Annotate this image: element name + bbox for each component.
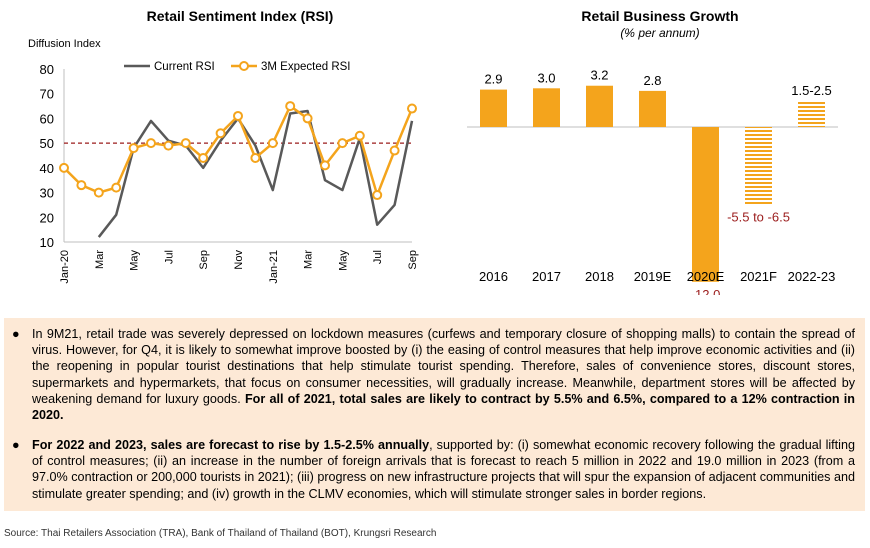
x-tick-label: May (337, 250, 349, 271)
legend-current-label: Current RSI (154, 61, 215, 73)
expected-rsi-point (320, 160, 330, 171)
expected-rsi-point (285, 101, 296, 112)
x-tick-label: May (129, 250, 141, 271)
bar-data-label: -12.0 (691, 287, 721, 295)
x-tick-label: Mar (303, 250, 315, 269)
bar-data-label: 3.2 (590, 70, 608, 83)
expected-rsi-point (389, 145, 400, 156)
note-2-bold: For 2022 and 2023, sales are forecast to… (32, 438, 430, 452)
category-label: 2017 (532, 269, 561, 284)
bullet-icon: ● (12, 327, 20, 341)
note-1: ● In 9M21, retail trade was severely dep… (12, 326, 855, 423)
note-1-text: In 9M21, retail trade was severely depre… (32, 327, 855, 406)
x-tick-label: Jul (372, 250, 384, 264)
y-tick-label: 40 (40, 161, 54, 176)
commentary-panel: ● In 9M21, retail trade was severely dep… (4, 318, 865, 511)
y-tick-label: 70 (40, 87, 54, 102)
bar (480, 89, 507, 127)
y-tick-label: 30 (40, 186, 54, 201)
bullet-icon: ● (12, 438, 20, 452)
category-label: 2022-23 (788, 269, 836, 284)
bar (692, 127, 719, 282)
note-1-bold: For all of 2021, total sales are likely … (32, 391, 855, 423)
y-tick-label: 60 (40, 111, 54, 126)
source-note: Source: Thai Retailers Association (TRA)… (4, 528, 437, 539)
y-tick-label: 80 (40, 62, 54, 77)
expected-rsi-point (372, 190, 383, 201)
expected-rsi-point (267, 138, 278, 149)
bar (745, 127, 772, 205)
bar (798, 101, 825, 127)
expected-rsi-point (250, 152, 261, 163)
expected-rsi-point (93, 187, 104, 198)
category-label: 2016 (479, 269, 508, 284)
expected-rsi-point (302, 113, 313, 124)
x-tick-label: Nov (233, 250, 245, 270)
expected-rsi-point (354, 130, 365, 141)
rsi-chart: 10 20 30 40 50 60 70 80 Jan-20 Mar May Jul Sep Nov Jan… (40, 61, 419, 284)
x-tick-label: Jan-21 (268, 250, 280, 284)
growth-chart: 2.9 2016 3.0 2017 3.2 2018 2.8 2019E -12.0 2020E -… (467, 70, 838, 295)
expected-rsi-point (337, 138, 348, 149)
note-2: ● For 2022 and 2023, sales are forecast … (12, 437, 855, 502)
legend-expected-label: 3M Expected RSI (261, 61, 350, 73)
expected-rsi-point (407, 103, 417, 114)
category-label: 2020E (687, 269, 725, 284)
x-tick-label: Mar (94, 250, 106, 269)
bar-data-label: 2.8 (643, 73, 661, 88)
x-tick-label: Jul (163, 250, 175, 264)
x-tick-label: Sep (407, 250, 419, 270)
expected-rsi-point (180, 138, 191, 149)
expected-rsi-point (163, 140, 174, 151)
expected-rsi-point (76, 180, 87, 191)
y-tick-label: 10 (40, 235, 54, 250)
x-tick-label: Jan-20 (59, 250, 71, 284)
x-tick-label: Sep (198, 250, 210, 270)
expected-rsi-point (215, 128, 226, 139)
current-rsi-line (97, 109, 414, 238)
bar-data-label: 2.9 (484, 72, 502, 87)
bar (639, 90, 666, 127)
legend-expected-marker (239, 61, 249, 71)
expected-rsi-point (198, 152, 209, 163)
bar-data-label: -5.5 to -6.5 (727, 209, 790, 224)
category-label: 2021F (740, 269, 777, 284)
rsi-chart-title: Retail Sentiment Index (RSI) (146, 8, 334, 24)
bar-data-label: 3.0 (537, 70, 555, 85)
y-tick-label: 50 (40, 136, 54, 151)
expected-rsi-point (233, 110, 243, 121)
category-label: 2019E (634, 269, 672, 284)
bar (586, 85, 613, 127)
expected-rsi-point (128, 143, 139, 154)
bar (533, 88, 560, 127)
expected-rsi-point (111, 182, 122, 193)
rsi-y-axis-label: Diffusion Index (28, 38, 101, 50)
expected-rsi-point (59, 162, 69, 173)
bar-data-label: 1.5-2.5 (791, 83, 831, 98)
growth-chart-title: Retail Business Growth (581, 8, 739, 24)
expected-rsi-point (146, 138, 156, 149)
category-label: 2018 (585, 269, 614, 284)
note-2-text: , supported by: (i) somewhat economic re… (32, 438, 855, 501)
y-tick-label: 20 (40, 210, 54, 225)
growth-chart-subtitle: (% per annum) (620, 26, 700, 40)
